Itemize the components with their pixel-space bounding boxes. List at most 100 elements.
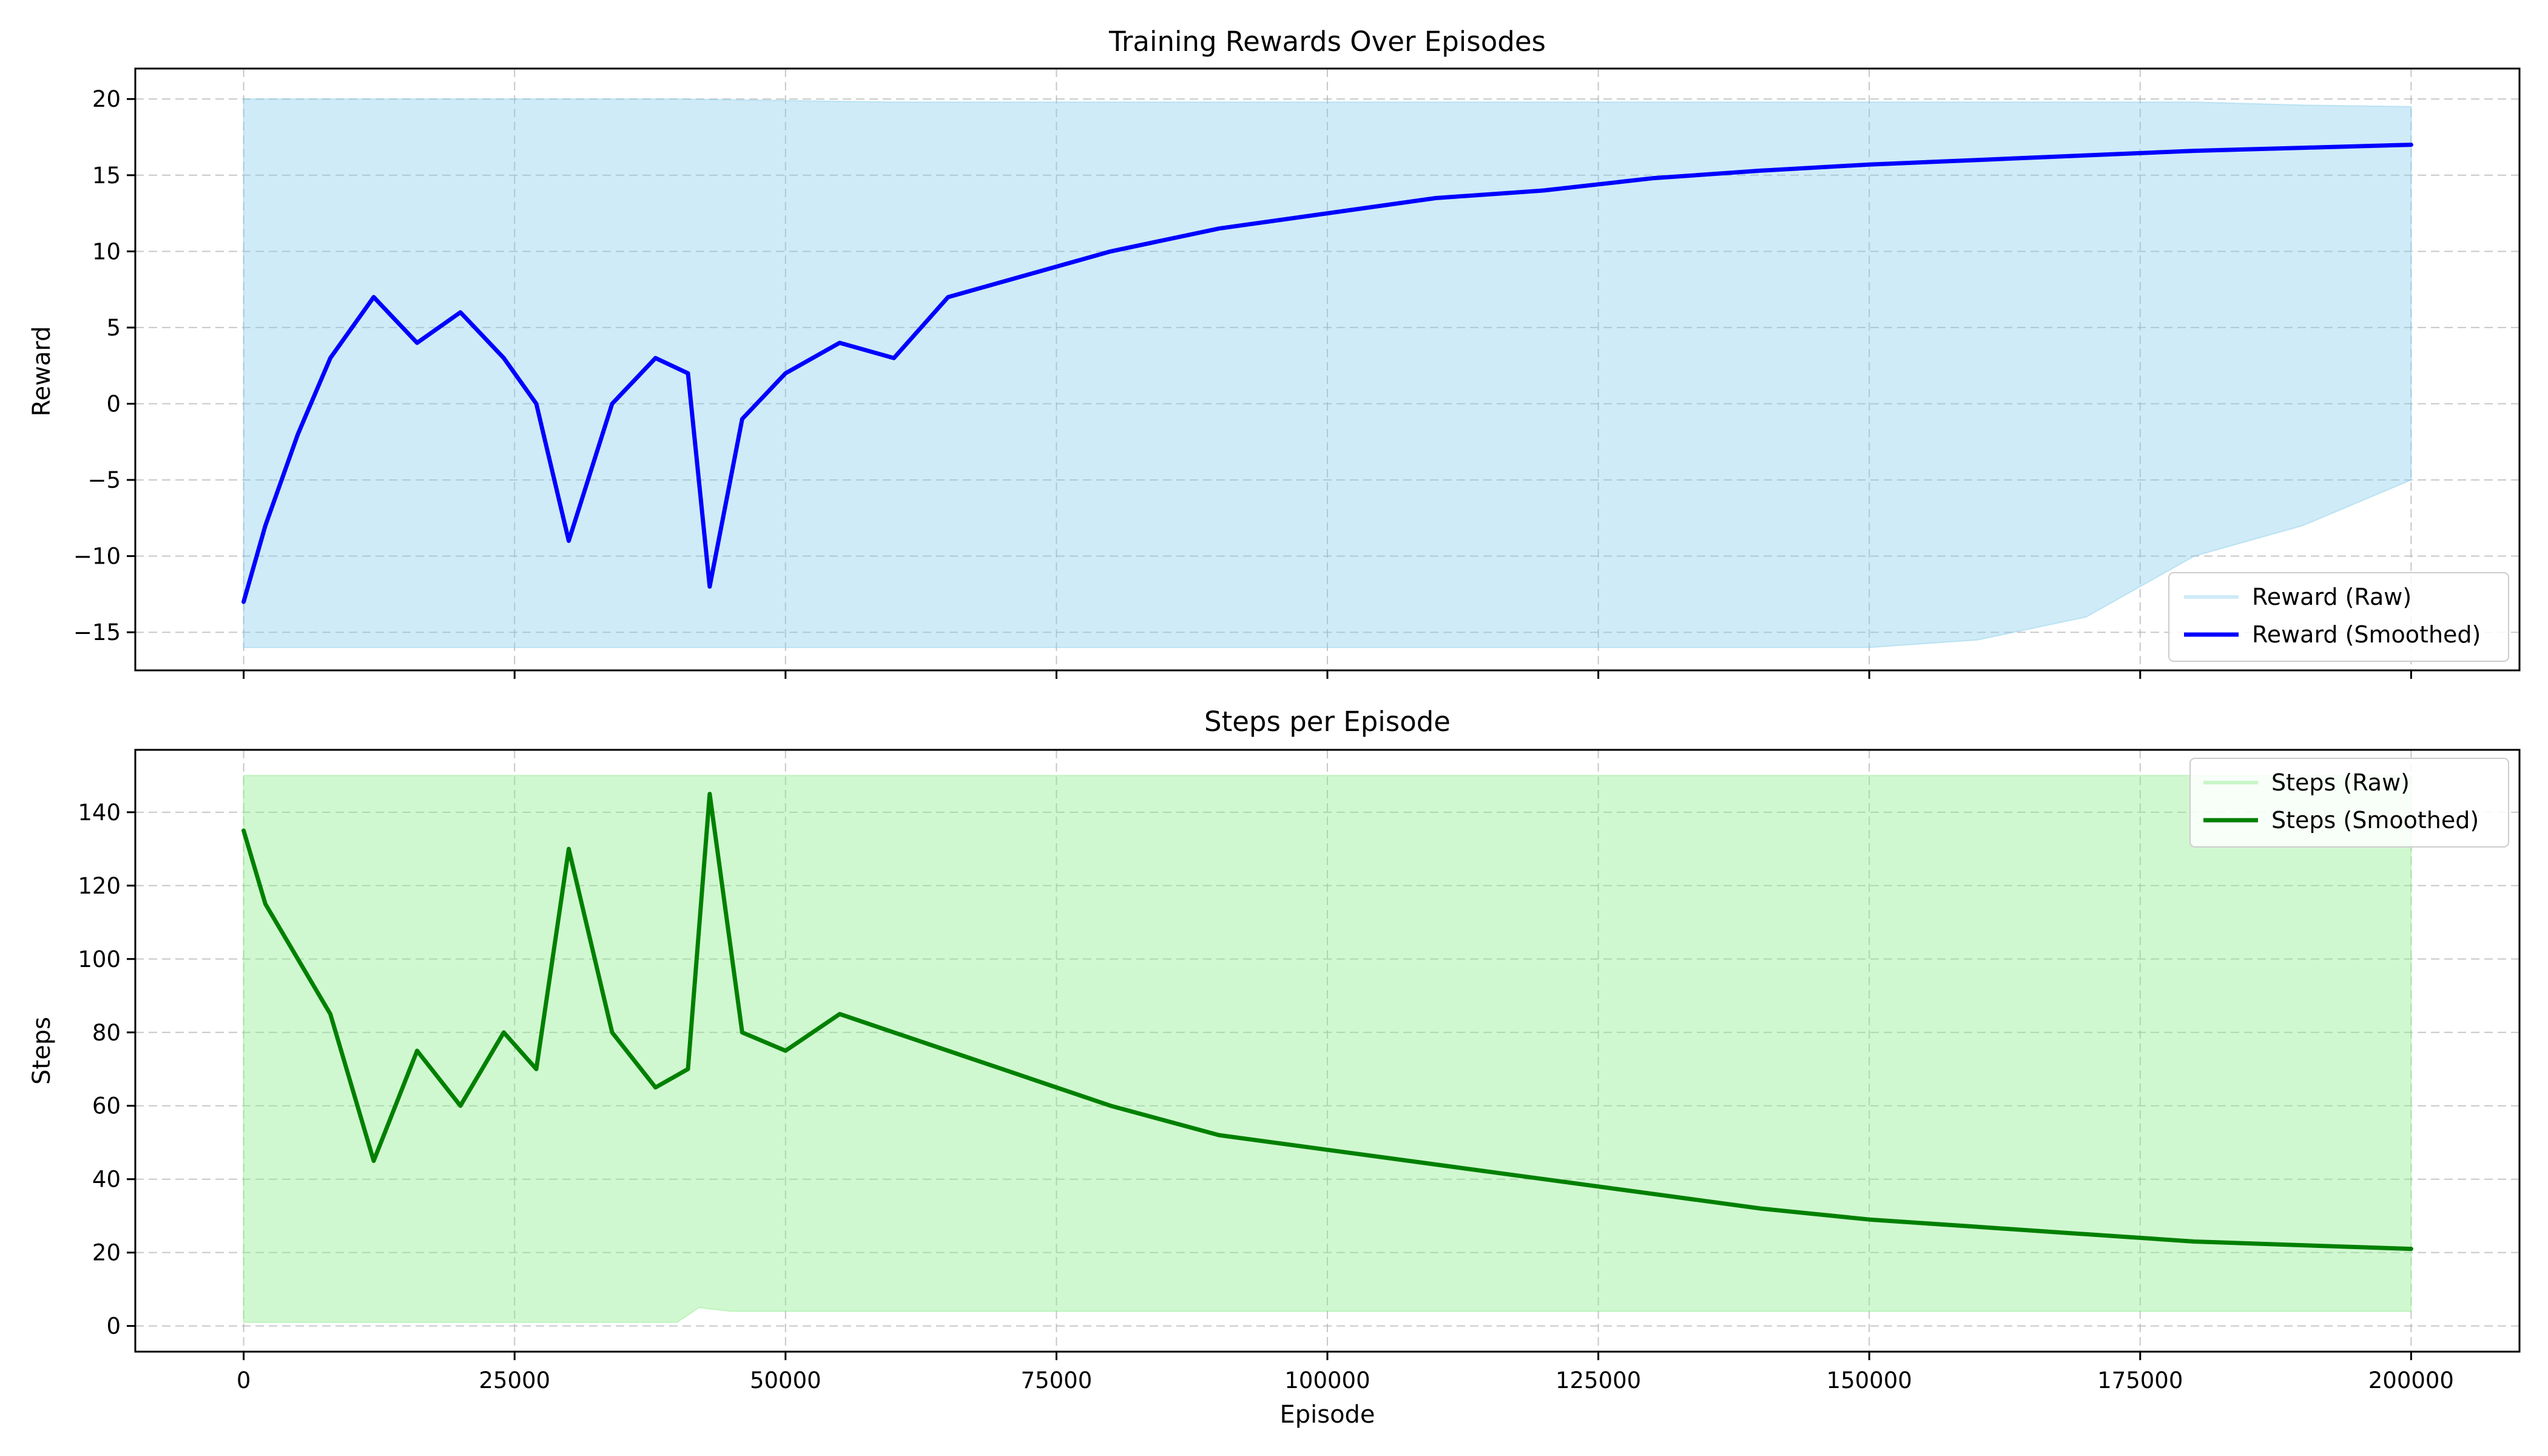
steps-smoothed-point-16: [838, 1012, 842, 1016]
rewards-smoothed-point-0: [241, 600, 246, 604]
steps-x-tick-label-7: 175000: [2097, 1367, 2183, 1394]
rewards-series-raw-band: [243, 98, 2412, 649]
steps-chart-title: Steps per Episode: [1204, 706, 1451, 738]
rewards-smoothed-point-9: [567, 539, 571, 543]
steps-x-ticks: 0 25000 50000 75000 100000 125000 150000 175000…: [237, 1352, 2454, 1394]
rewards-y-tick-label-3: 0: [106, 391, 121, 417]
rewards-smoothed-point-22: [1217, 226, 1221, 231]
rewards-y-tick-label-0: −15: [73, 619, 121, 645]
steps-legend-raw-label: Steps (Raw): [2271, 769, 2410, 796]
steps-legend: Steps (Raw) Steps (Smoothed): [2189, 758, 2509, 848]
steps-series-raw-band: [243, 775, 2412, 1323]
rewards-smoothed-point-13: [707, 584, 712, 588]
rewards-smoothed-point-24: [1434, 196, 1438, 200]
steps-smoothed-point-5: [415, 1049, 419, 1053]
rewards-smoothed-point-29: [1975, 158, 1980, 162]
rewards-smoothed-point-10: [610, 402, 614, 406]
steps-y-tick-label-1: 20: [92, 1240, 121, 1266]
rewards-legend: Reward (Raw) Reward (Smoothed): [2168, 572, 2509, 662]
steps-smoothed-point-17: [892, 1030, 896, 1034]
steps-smoothed-point-3: [328, 1012, 332, 1016]
rewards-smoothed-point-25: [1542, 188, 1546, 192]
rewards-smoothed-point-1: [263, 524, 268, 528]
steps-x-tick-label-0: 0: [237, 1367, 251, 1394]
rewards-y-tick-label-2: −5: [87, 467, 121, 493]
steps-chart: Steps per Episode 0 25000 50000 75000 100000…: [28, 706, 2521, 1429]
steps-smoothed-point-32: [2300, 1243, 2305, 1247]
rewards-smoothed-point-8: [534, 402, 538, 406]
rewards-chart: Training Rewards Over Episodes −15 −10 −5 0…: [28, 25, 2521, 679]
rewards-y-tick-label-1: −10: [73, 544, 121, 570]
steps-smoothed-point-28: [1867, 1218, 1872, 1222]
steps-x-tick-label-6: 150000: [1827, 1367, 1912, 1394]
rewards-smoothed-point-7: [502, 356, 506, 360]
steps-x-tick-label-8: 200000: [2368, 1367, 2454, 1394]
rewards-smoothed-point-12: [686, 371, 690, 376]
rewards-smoothed-point-30: [2084, 153, 2088, 158]
steps-smoothed-point-31: [2192, 1239, 2197, 1244]
steps-smoothed-point-9: [567, 847, 571, 851]
rewards-y-tick-label-4: 5: [106, 315, 121, 341]
steps-smoothed-point-33: [2409, 1247, 2413, 1251]
steps-y-tick-label-6: 120: [78, 873, 121, 899]
rewards-smoothed-point-23: [1326, 211, 1329, 215]
steps-smoothed-point-19: [1000, 1067, 1005, 1071]
rewards-smoothed-point-15: [783, 371, 787, 376]
rewards-y-axis-label: Reward: [28, 326, 56, 417]
steps-x-tick-label-5: 125000: [1555, 1367, 1641, 1394]
steps-y-tick-label-2: 40: [92, 1167, 121, 1193]
steps-smoothed-point-1: [263, 902, 268, 906]
steps-plot-area: [241, 775, 2413, 1323]
rewards-smoothed-point-14: [740, 417, 744, 421]
steps-y-tick-label-4: 80: [92, 1020, 121, 1046]
rewards-x-ticks: [243, 670, 2412, 679]
rewards-smoothed-point-32: [2300, 146, 2305, 150]
rewards-plot-area: [241, 98, 2413, 649]
steps-smoothed-point-27: [1759, 1207, 1763, 1211]
steps-smoothed-point-14: [740, 1030, 744, 1034]
steps-y-tick-label-3: 60: [92, 1093, 121, 1119]
steps-smoothed-point-22: [1217, 1133, 1221, 1138]
rewards-y-ticks: −15 −10 −5 0 5 10 15 20: [73, 86, 135, 645]
steps-x-axis-label: Episode: [1279, 1401, 1375, 1429]
steps-smoothed-point-8: [534, 1067, 538, 1071]
steps-x-tick-label-2: 50000: [750, 1367, 821, 1394]
steps-y-tick-label-7: 140: [78, 800, 121, 826]
steps-smoothed-point-2: [296, 957, 300, 961]
rewards-smoothed-point-33: [2409, 143, 2413, 147]
rewards-smoothed-point-17: [892, 356, 896, 360]
rewards-legend-raw-label: Reward (Raw): [2252, 584, 2412, 610]
steps-smoothed-point-25: [1542, 1177, 1546, 1181]
rewards-y-tick-label-7: 20: [92, 86, 121, 112]
rewards-smoothed-point-5: [415, 341, 419, 345]
rewards-smoothed-point-19: [1000, 280, 1005, 284]
rewards-y-tick-label-6: 15: [92, 163, 121, 189]
steps-smoothed-point-26: [1650, 1191, 1654, 1196]
steps-legend-box: [2189, 758, 2509, 848]
rewards-smoothed-point-27: [1759, 169, 1763, 173]
rewards-smoothed-point-2: [296, 432, 300, 436]
rewards-smoothed-point-31: [2192, 149, 2197, 153]
rewards-y-tick-label-5: 10: [92, 238, 121, 265]
rewards-smoothed-point-21: [1108, 249, 1113, 254]
rewards-smoothed-point-4: [372, 295, 376, 299]
steps-grid: [135, 750, 2519, 1352]
steps-smoothed-point-11: [653, 1085, 658, 1090]
steps-smoothed-point-15: [783, 1049, 787, 1053]
steps-smoothed-point-29: [1975, 1225, 1980, 1229]
steps-x-tick-label-4: 100000: [1284, 1367, 1370, 1394]
steps-smoothed-point-6: [458, 1104, 462, 1108]
steps-x-tick-label-1: 25000: [479, 1367, 550, 1394]
rewards-smoothed-point-20: [1054, 265, 1059, 269]
steps-smoothed-point-4: [372, 1159, 376, 1163]
steps-y-tick-label-5: 100: [78, 946, 121, 972]
steps-smoothed-point-30: [2084, 1232, 2088, 1236]
steps-smoothed-point-12: [686, 1067, 690, 1071]
rewards-chart-title: Training Rewards Over Episodes: [1108, 25, 1546, 58]
steps-legend-smoothed-label: Steps (Smoothed): [2271, 807, 2479, 834]
steps-smoothed-point-7: [502, 1030, 506, 1034]
steps-smoothed-point-13: [707, 792, 712, 796]
rewards-smoothed-point-16: [838, 341, 842, 345]
rewards-series-smoothed-line: [241, 143, 2413, 604]
